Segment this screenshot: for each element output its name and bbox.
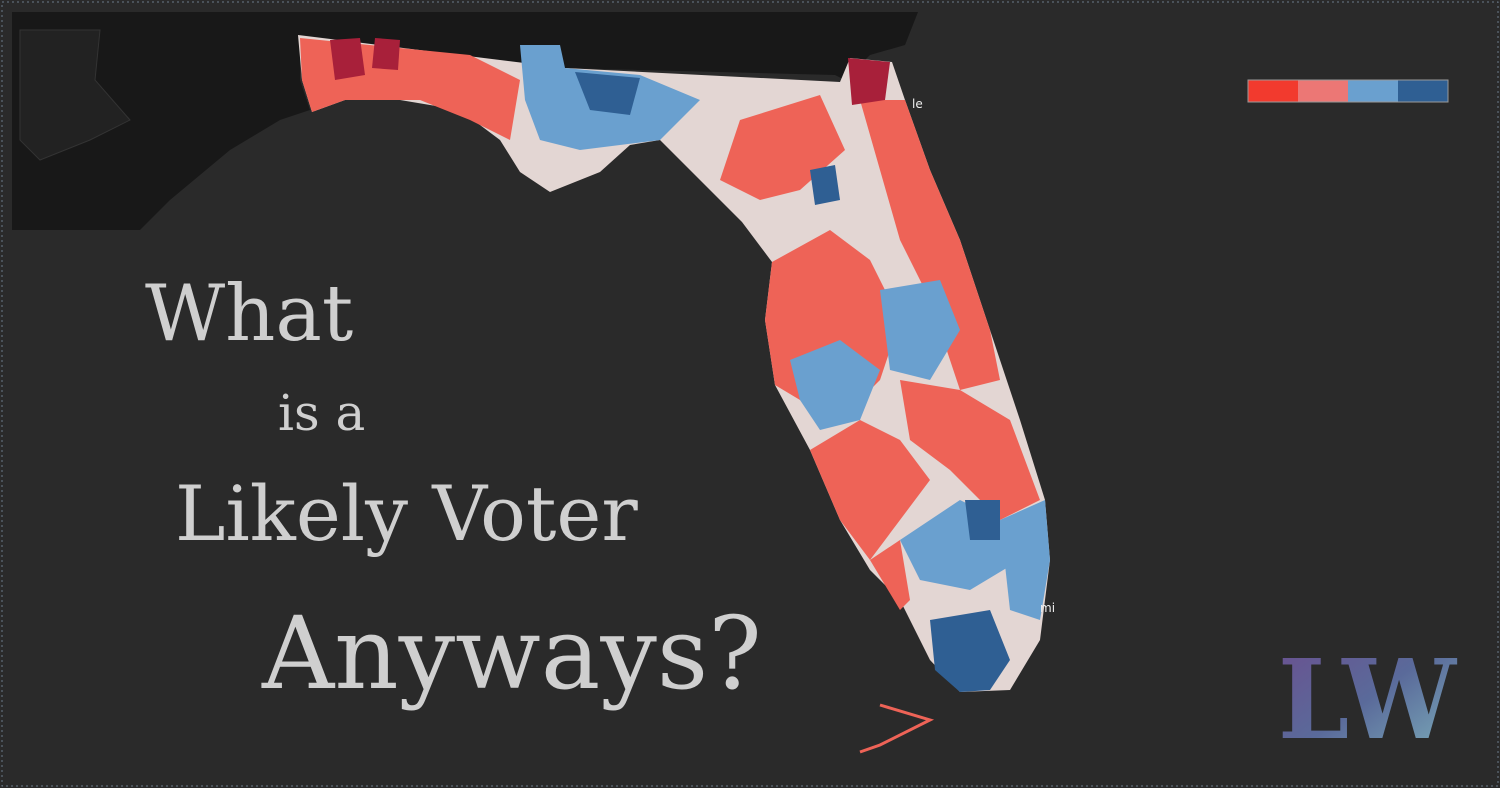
- headline-line: What: [145, 269, 353, 359]
- red-region: [810, 420, 930, 560]
- dark-blue-region: [575, 72, 1010, 692]
- legend-border: [1247, 79, 1449, 103]
- legend: [1247, 79, 1449, 103]
- red-region: [900, 380, 1040, 520]
- dark-red-region: [848, 58, 890, 105]
- logo: LW: [1278, 635, 1457, 764]
- blue-region: [880, 280, 960, 380]
- blue-region: [1000, 500, 1050, 620]
- legend-swatch: [1298, 80, 1348, 102]
- headline-line: Anyways?: [261, 595, 762, 712]
- dark-blue-region: [575, 72, 640, 115]
- place-label: le: [912, 97, 923, 111]
- keys: [859, 703, 935, 754]
- red-region: [870, 540, 910, 610]
- dark-red-region: [372, 38, 400, 70]
- legend-swatch: [1248, 80, 1298, 102]
- headline-line: is a: [278, 384, 365, 442]
- dark-blue-region: [810, 165, 840, 205]
- neighbor-land: [12, 12, 918, 230]
- legend-swatch: [1398, 80, 1448, 102]
- dark-blue-region: [965, 500, 1000, 540]
- headline-line: Likely Voter: [175, 469, 638, 558]
- legend-swatch: [1348, 80, 1398, 102]
- dark-red-region: [330, 38, 365, 80]
- blue-region: [790, 340, 880, 430]
- dark-red-region: [330, 38, 890, 105]
- red-region: [860, 100, 1000, 390]
- dark-blue-region: [930, 610, 1010, 692]
- place-label: mi: [1040, 601, 1055, 615]
- neighbor-land: [19, 29, 131, 161]
